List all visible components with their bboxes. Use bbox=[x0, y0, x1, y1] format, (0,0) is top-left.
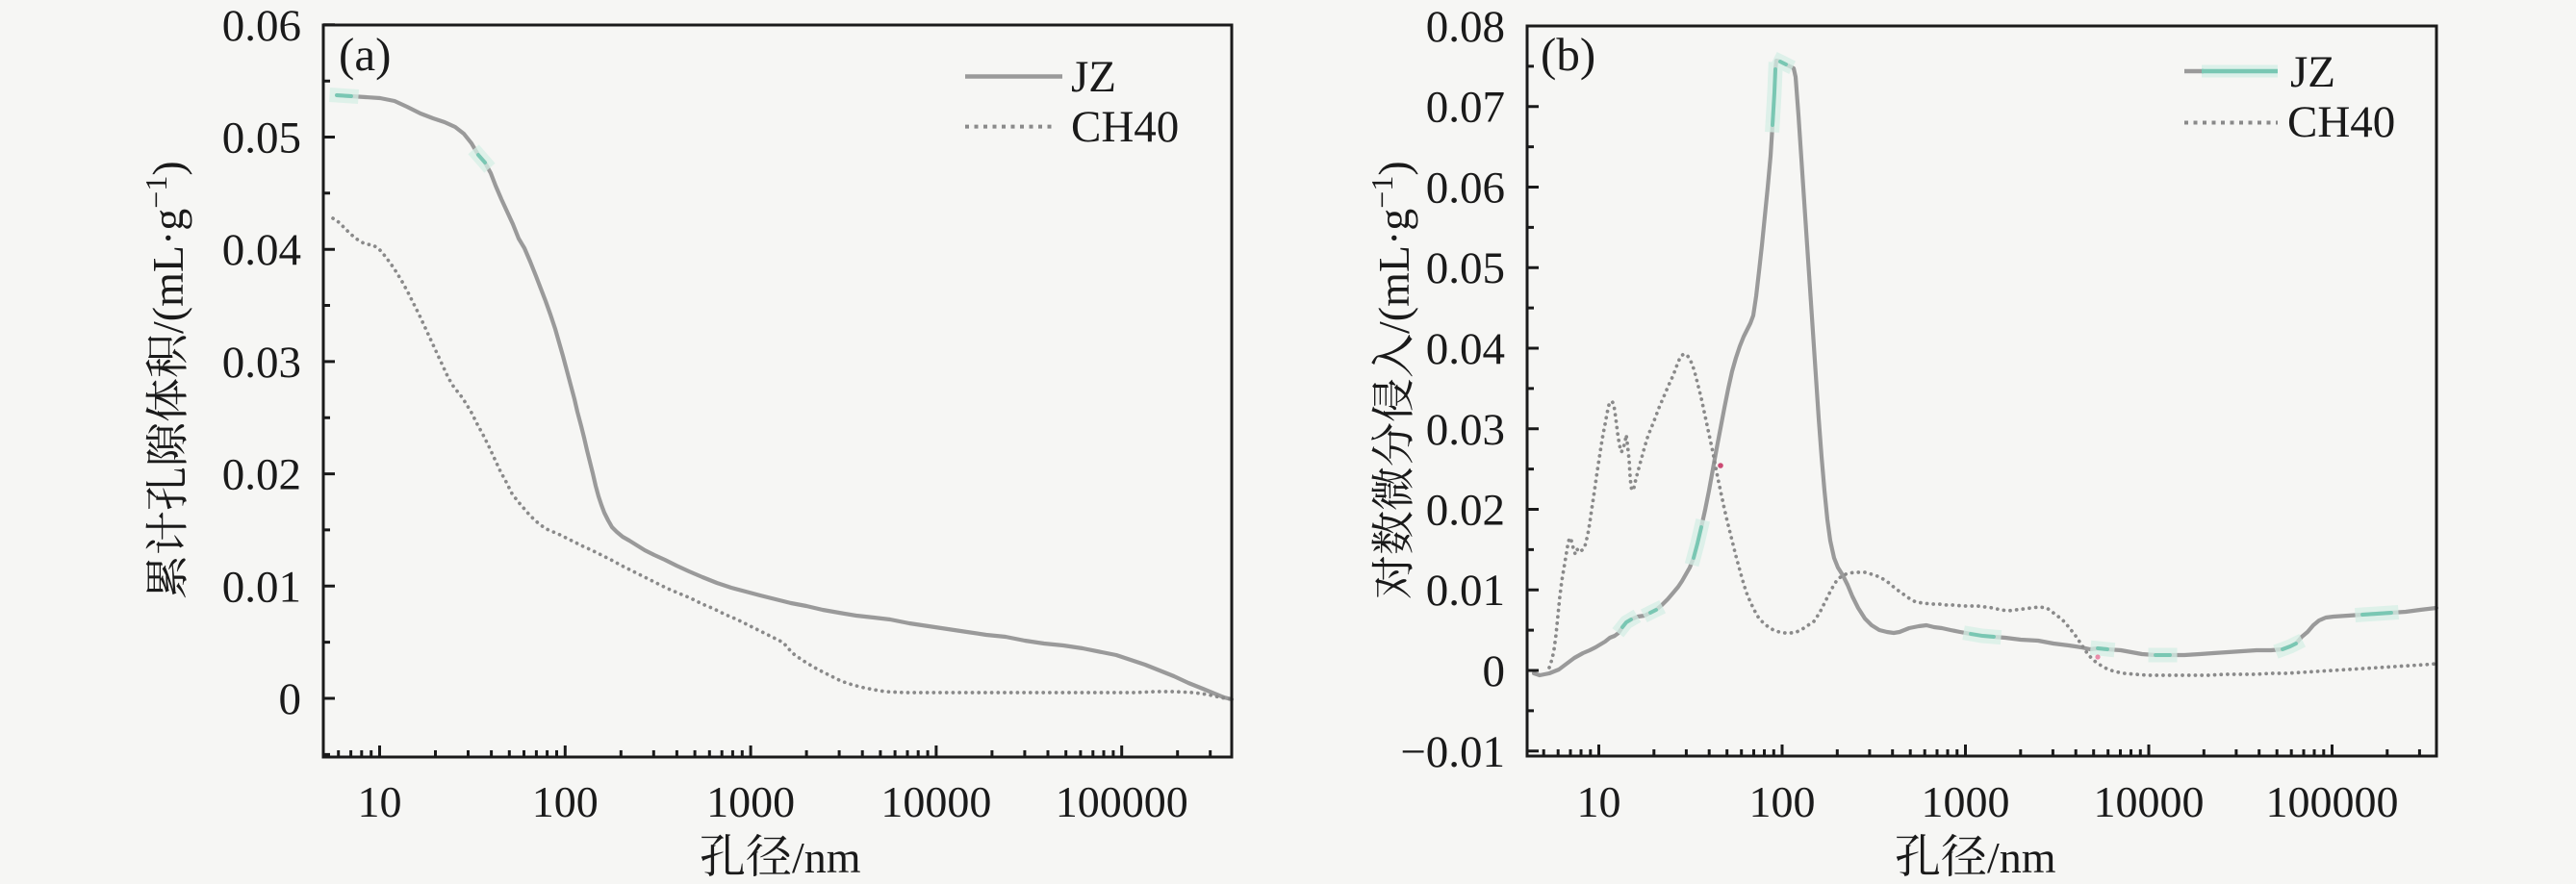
svg-text:0.01: 0.01 bbox=[1426, 566, 1505, 616]
svg-text:10000: 10000 bbox=[2094, 777, 2205, 826]
svg-text:10000: 10000 bbox=[880, 777, 991, 826]
svg-text:0.05: 0.05 bbox=[1426, 243, 1505, 293]
svg-text:10: 10 bbox=[358, 777, 402, 826]
svg-text:0.02: 0.02 bbox=[222, 450, 301, 500]
svg-text:0.02: 0.02 bbox=[1426, 486, 1505, 536]
svg-text:1000: 1000 bbox=[1922, 777, 2010, 826]
svg-text:10: 10 bbox=[1577, 777, 1621, 826]
svg-text:0.01: 0.01 bbox=[222, 562, 301, 612]
svg-text:0.04: 0.04 bbox=[1426, 324, 1505, 374]
svg-text:/nm: /nm bbox=[1987, 833, 2056, 882]
svg-text:1000: 1000 bbox=[706, 777, 795, 826]
svg-text:0.05: 0.05 bbox=[222, 114, 301, 164]
svg-text:100000: 100000 bbox=[1056, 777, 1188, 826]
svg-text:100: 100 bbox=[1749, 777, 1816, 826]
svg-text:−0.01: −0.01 bbox=[1400, 727, 1505, 777]
svg-text:JZ: JZ bbox=[2290, 47, 2335, 97]
svg-text:0.04: 0.04 bbox=[222, 225, 301, 275]
svg-text:0.03: 0.03 bbox=[222, 338, 301, 388]
svg-text:0: 0 bbox=[279, 674, 302, 724]
svg-text:(b): (b) bbox=[1541, 28, 1595, 81]
svg-text:100: 100 bbox=[532, 777, 599, 826]
svg-text:JZ: JZ bbox=[1071, 52, 1116, 102]
svg-text:0.03: 0.03 bbox=[1426, 405, 1505, 455]
svg-text:0.07: 0.07 bbox=[1426, 83, 1505, 133]
svg-text:CH40: CH40 bbox=[1071, 102, 1179, 152]
svg-text:0.06: 0.06 bbox=[222, 1, 301, 51]
svg-text:0.08: 0.08 bbox=[1426, 2, 1505, 52]
svg-text:/nm: /nm bbox=[792, 833, 861, 882]
svg-text:0: 0 bbox=[1483, 646, 1506, 696]
svg-text:100000: 100000 bbox=[2266, 777, 2399, 826]
svg-text:0.06: 0.06 bbox=[1426, 164, 1505, 214]
svg-text:(a): (a) bbox=[339, 28, 391, 81]
svg-text:CH40: CH40 bbox=[2287, 97, 2395, 147]
